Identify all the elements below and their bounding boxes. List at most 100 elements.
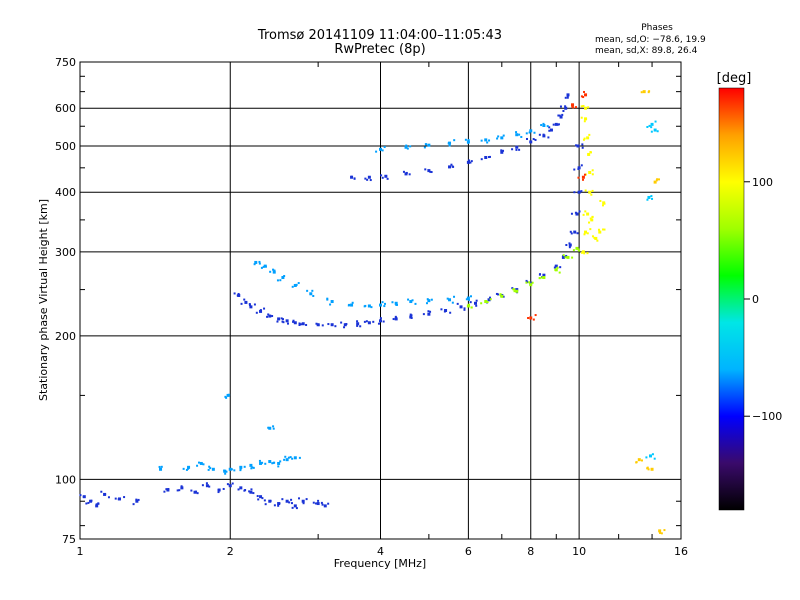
data-point xyxy=(327,502,330,505)
data-point xyxy=(556,266,559,269)
data-point xyxy=(305,323,308,326)
data-point xyxy=(244,489,247,492)
data-point xyxy=(195,490,198,493)
data-point xyxy=(321,324,324,327)
data-point xyxy=(532,138,535,141)
data-point xyxy=(258,459,261,462)
data-point xyxy=(650,130,653,133)
data-point xyxy=(263,307,266,310)
data-point xyxy=(316,502,320,506)
data-point xyxy=(580,116,583,119)
data-point xyxy=(527,317,530,320)
x-tick-label: 4 xyxy=(377,545,384,558)
data-point xyxy=(500,294,503,297)
data-points xyxy=(79,90,666,535)
data-point xyxy=(225,470,228,473)
data-point xyxy=(466,296,470,300)
data-point xyxy=(244,301,247,304)
x-tick-label: 16 xyxy=(674,545,688,558)
data-point xyxy=(562,254,565,257)
data-point xyxy=(281,276,285,280)
data-point xyxy=(540,124,543,127)
data-point xyxy=(584,230,588,234)
data-point xyxy=(469,295,472,298)
data-point xyxy=(423,146,426,149)
data-point xyxy=(585,117,588,120)
data-point xyxy=(384,174,388,178)
data-point xyxy=(90,499,93,502)
data-point xyxy=(453,139,456,142)
data-point xyxy=(312,294,315,297)
data-point xyxy=(85,502,88,505)
data-point xyxy=(429,170,432,173)
y-tick-labels: 75 100 200 300 400 500 600 750 xyxy=(55,56,76,546)
data-point xyxy=(587,106,590,109)
data-point xyxy=(651,197,654,200)
data-point xyxy=(208,465,211,468)
data-point xyxy=(277,465,280,468)
data-point xyxy=(409,145,412,148)
data-point xyxy=(467,139,470,142)
data-point xyxy=(466,160,470,164)
chart-title: Tromsø 20141109 11:04:00–11:05:43 xyxy=(257,28,502,43)
data-point xyxy=(182,467,185,470)
data-point xyxy=(427,143,431,147)
data-point xyxy=(642,90,646,94)
data-point xyxy=(529,129,533,133)
data-point xyxy=(407,298,410,301)
data-point xyxy=(276,279,279,282)
data-point xyxy=(538,277,541,280)
data-point xyxy=(228,467,232,471)
data-point xyxy=(572,249,575,252)
data-point xyxy=(589,217,592,220)
data-point xyxy=(293,456,297,460)
data-point xyxy=(356,324,359,327)
y-tick-label: 400 xyxy=(55,186,76,199)
data-point xyxy=(293,321,297,325)
data-point xyxy=(254,260,258,264)
data-point xyxy=(201,484,204,487)
data-point xyxy=(293,283,297,287)
data-point xyxy=(426,298,429,301)
data-point xyxy=(581,175,585,179)
data-point xyxy=(591,173,594,176)
x-tick-labels: 1 2 4 6 8 10 16 xyxy=(77,545,689,558)
data-point xyxy=(525,279,528,282)
data-point xyxy=(327,323,330,326)
data-point xyxy=(269,270,272,273)
data-point xyxy=(264,265,267,268)
data-point xyxy=(591,189,594,192)
data-point xyxy=(295,507,298,510)
data-point xyxy=(290,502,293,505)
data-point xyxy=(480,302,483,305)
data-point xyxy=(448,298,452,302)
data-point xyxy=(282,321,285,324)
data-point xyxy=(518,148,521,151)
data-point xyxy=(363,305,366,308)
data-point xyxy=(298,456,301,459)
data-point xyxy=(301,499,305,503)
data-point xyxy=(528,281,531,284)
data-point xyxy=(253,263,256,266)
data-point xyxy=(651,453,654,456)
data-point xyxy=(487,156,490,159)
data-point xyxy=(95,503,98,506)
data-point xyxy=(289,456,292,459)
data-point xyxy=(459,305,463,309)
data-point xyxy=(256,495,259,498)
data-point xyxy=(163,490,166,493)
data-point xyxy=(185,468,188,471)
data-point xyxy=(511,287,514,290)
data-point xyxy=(239,467,242,470)
data-point xyxy=(277,504,280,507)
data-point xyxy=(582,213,585,216)
data-point xyxy=(258,260,261,263)
data-point xyxy=(515,289,519,293)
data-point xyxy=(379,147,382,151)
data-point xyxy=(350,175,353,178)
data-point xyxy=(386,177,389,180)
data-point xyxy=(273,461,276,464)
data-point xyxy=(222,487,225,490)
data-point xyxy=(467,298,470,301)
data-point xyxy=(577,176,580,179)
